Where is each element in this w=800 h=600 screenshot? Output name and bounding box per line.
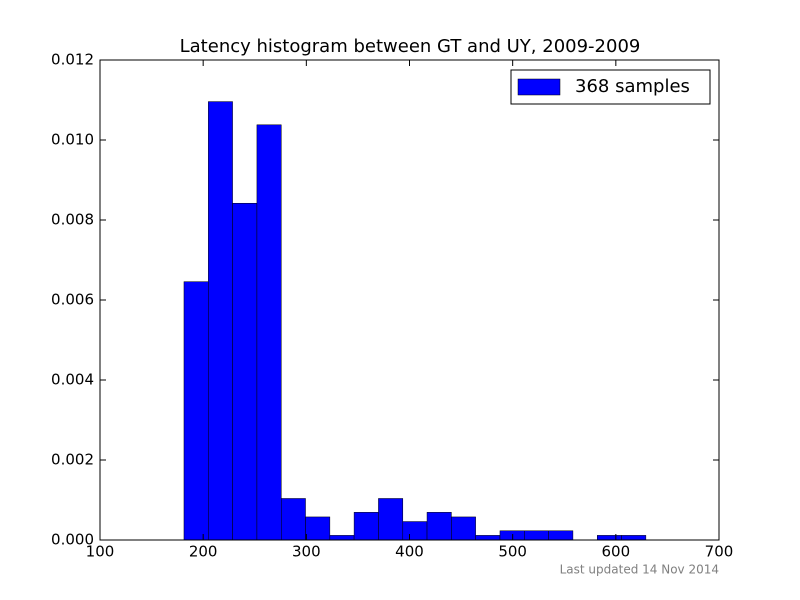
- bar: [329, 535, 355, 541]
- bar: [256, 124, 282, 541]
- y-tick-label: 0.000: [51, 531, 94, 549]
- bar: [597, 535, 622, 541]
- x-tick-label: 100: [86, 543, 115, 561]
- bar: [183, 281, 209, 541]
- x-tick-label: 600: [602, 543, 631, 561]
- bar: [548, 530, 574, 541]
- footer: Last updated 14 Nov 2014: [560, 563, 719, 577]
- bar: [499, 530, 525, 541]
- bar: [208, 101, 233, 541]
- bar: [402, 521, 428, 541]
- y-tick-label: 0.002: [51, 451, 94, 469]
- bar: [621, 535, 647, 541]
- x-tick-label: 700: [705, 543, 734, 561]
- bar: [451, 516, 476, 541]
- legend-label: 368 samples: [575, 76, 690, 97]
- bar: [378, 498, 404, 541]
- bar: [281, 498, 306, 541]
- y-tick-label: 0.010: [51, 131, 94, 149]
- bar: [426, 512, 452, 541]
- bar: [524, 530, 549, 541]
- y-tick-label: 0.012: [51, 51, 94, 69]
- bar: [305, 516, 331, 541]
- x-tick-label: 400: [395, 543, 424, 561]
- legend-swatch: [517, 78, 561, 96]
- y-tick-label: 0.008: [51, 211, 94, 229]
- bar: [232, 202, 258, 541]
- bar: [475, 535, 501, 541]
- y-tick-label: 0.004: [51, 371, 94, 389]
- y-tick-label: 0.006: [51, 291, 94, 309]
- x-tick-label: 300: [292, 543, 321, 561]
- chart-title: Latency histogram between GT and UY, 200…: [180, 36, 641, 57]
- x-tick-label: 500: [498, 543, 527, 561]
- bar: [353, 512, 379, 541]
- x-tick-label: 200: [189, 543, 218, 561]
